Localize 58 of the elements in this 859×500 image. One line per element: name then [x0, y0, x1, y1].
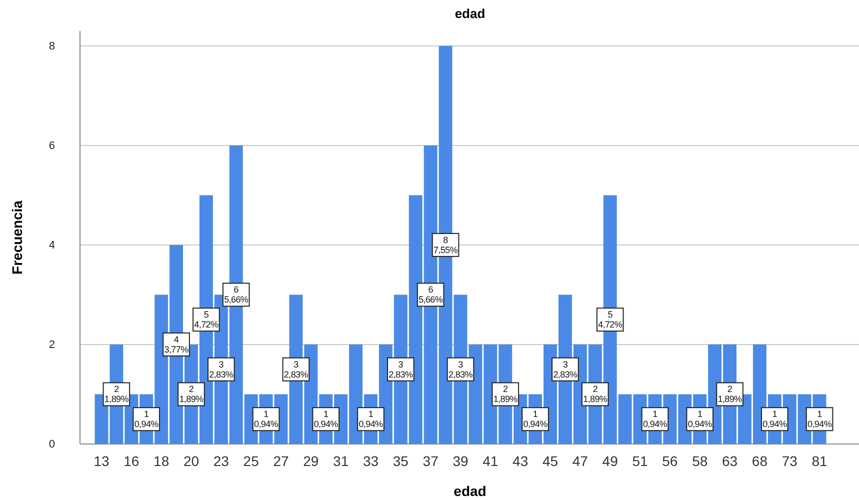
data-label: 4 3,77%	[164, 334, 189, 354]
y-tick-label: 2	[48, 339, 55, 351]
data-label: 2 1,89%	[718, 384, 742, 404]
y-tick-label: 4	[48, 239, 55, 252]
data-label: 5 4,72%	[598, 310, 622, 330]
data-label: 1 0,94%	[134, 409, 159, 430]
data-label: 8 7,55%	[434, 234, 458, 255]
y-tick-label: 0	[48, 438, 55, 451]
x-tick-label: 23	[213, 452, 230, 469]
y-axis-title: Frecuencia	[9, 200, 25, 274]
x-tick-label: 41	[482, 452, 498, 469]
x-tick-label: 13	[94, 452, 110, 469]
data-label: 2 1,89%	[493, 384, 518, 404]
x-tick-label: 73	[782, 452, 798, 469]
x-tick-label: 27	[273, 452, 289, 469]
x-tick-label: 20	[183, 452, 200, 469]
data-label: 3 2,83%	[448, 359, 473, 380]
x-tick-label: 35	[392, 452, 409, 469]
data-label: 3 2,83%	[553, 359, 578, 380]
x-tick-label: 47	[572, 452, 588, 469]
x-tick-label: 31	[333, 452, 349, 469]
x-tick-label: 29	[303, 452, 319, 469]
y-tick-label: 8	[48, 40, 55, 52]
x-tick-label: 45	[542, 452, 558, 469]
data-label: 1 0,94%	[808, 409, 832, 430]
x-tick-label: 51	[632, 452, 648, 469]
data-label: 2 1,89%	[179, 384, 204, 404]
data-label: 1 0,94%	[358, 409, 384, 430]
data-label: 5 4,72%	[194, 310, 218, 330]
data-label: 2 1,89%	[583, 384, 608, 404]
data-label: 1 0,94%	[254, 409, 278, 430]
chart-title: edad	[454, 6, 486, 21]
x-tick-label: 81	[812, 452, 828, 469]
x-tick-label: 33	[362, 452, 379, 469]
x-tick-label: 49	[602, 452, 618, 469]
x-tick-label: 63	[722, 452, 738, 469]
x-tick-label: 16	[124, 452, 140, 469]
x-axis-title: edad	[454, 483, 486, 499]
x-tick-label: 39	[452, 452, 468, 469]
x-tick-label: 37	[422, 452, 439, 469]
data-label: 1 0,94%	[762, 409, 787, 430]
x-tick-label: 58	[692, 452, 708, 469]
data-label: 1 0,94%	[523, 409, 548, 430]
data-label: 1 0,94%	[688, 409, 712, 430]
data-label: 1 0,94%	[314, 409, 338, 430]
x-tick-label: 43	[512, 452, 528, 469]
data-label: 3 2,83%	[388, 359, 413, 380]
x-tick-label: 18	[154, 452, 170, 469]
data-label: 1 0,94%	[642, 409, 668, 430]
data-label: 3 2,83%	[284, 359, 308, 380]
data-label: 3 2,83%	[209, 359, 234, 380]
data-label: 6 5,66%	[418, 284, 443, 305]
y-tick-label: 6	[48, 140, 55, 152]
x-tick-label: 68	[752, 452, 768, 469]
data-label: 2 1,89%	[104, 384, 129, 404]
x-tick-label: 25	[243, 452, 260, 469]
x-tick-label: 56	[662, 452, 678, 469]
data-label: 6 5,66%	[224, 284, 248, 305]
